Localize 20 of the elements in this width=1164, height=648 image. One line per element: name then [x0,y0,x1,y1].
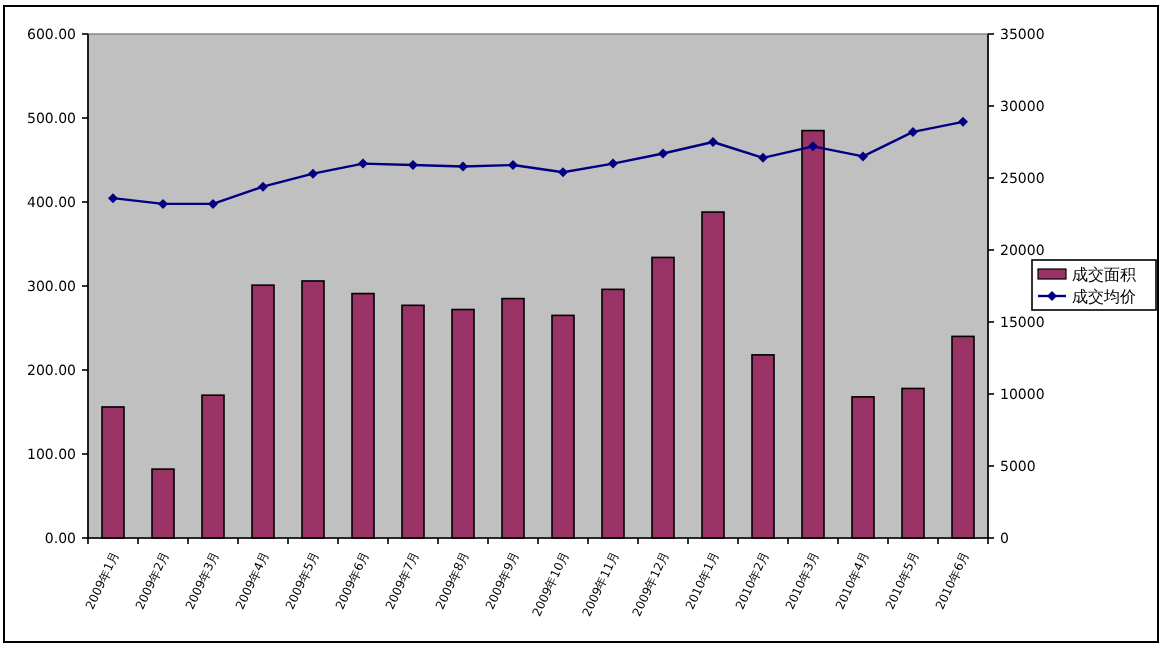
point [558,167,568,178]
point [908,126,918,137]
point [758,152,768,163]
point [108,193,118,204]
point [658,148,668,159]
point [858,151,868,162]
point [608,158,618,169]
legend-label: 成交面积 [1072,266,1136,284]
point [208,198,218,209]
point [308,168,318,179]
point [408,160,418,171]
point [358,158,368,169]
point [158,198,168,209]
point [458,161,468,172]
point [258,181,268,192]
point [808,141,818,152]
point [508,160,518,171]
legend-label: 成交均价 [1072,288,1136,306]
point [958,116,968,127]
point [708,137,718,147]
